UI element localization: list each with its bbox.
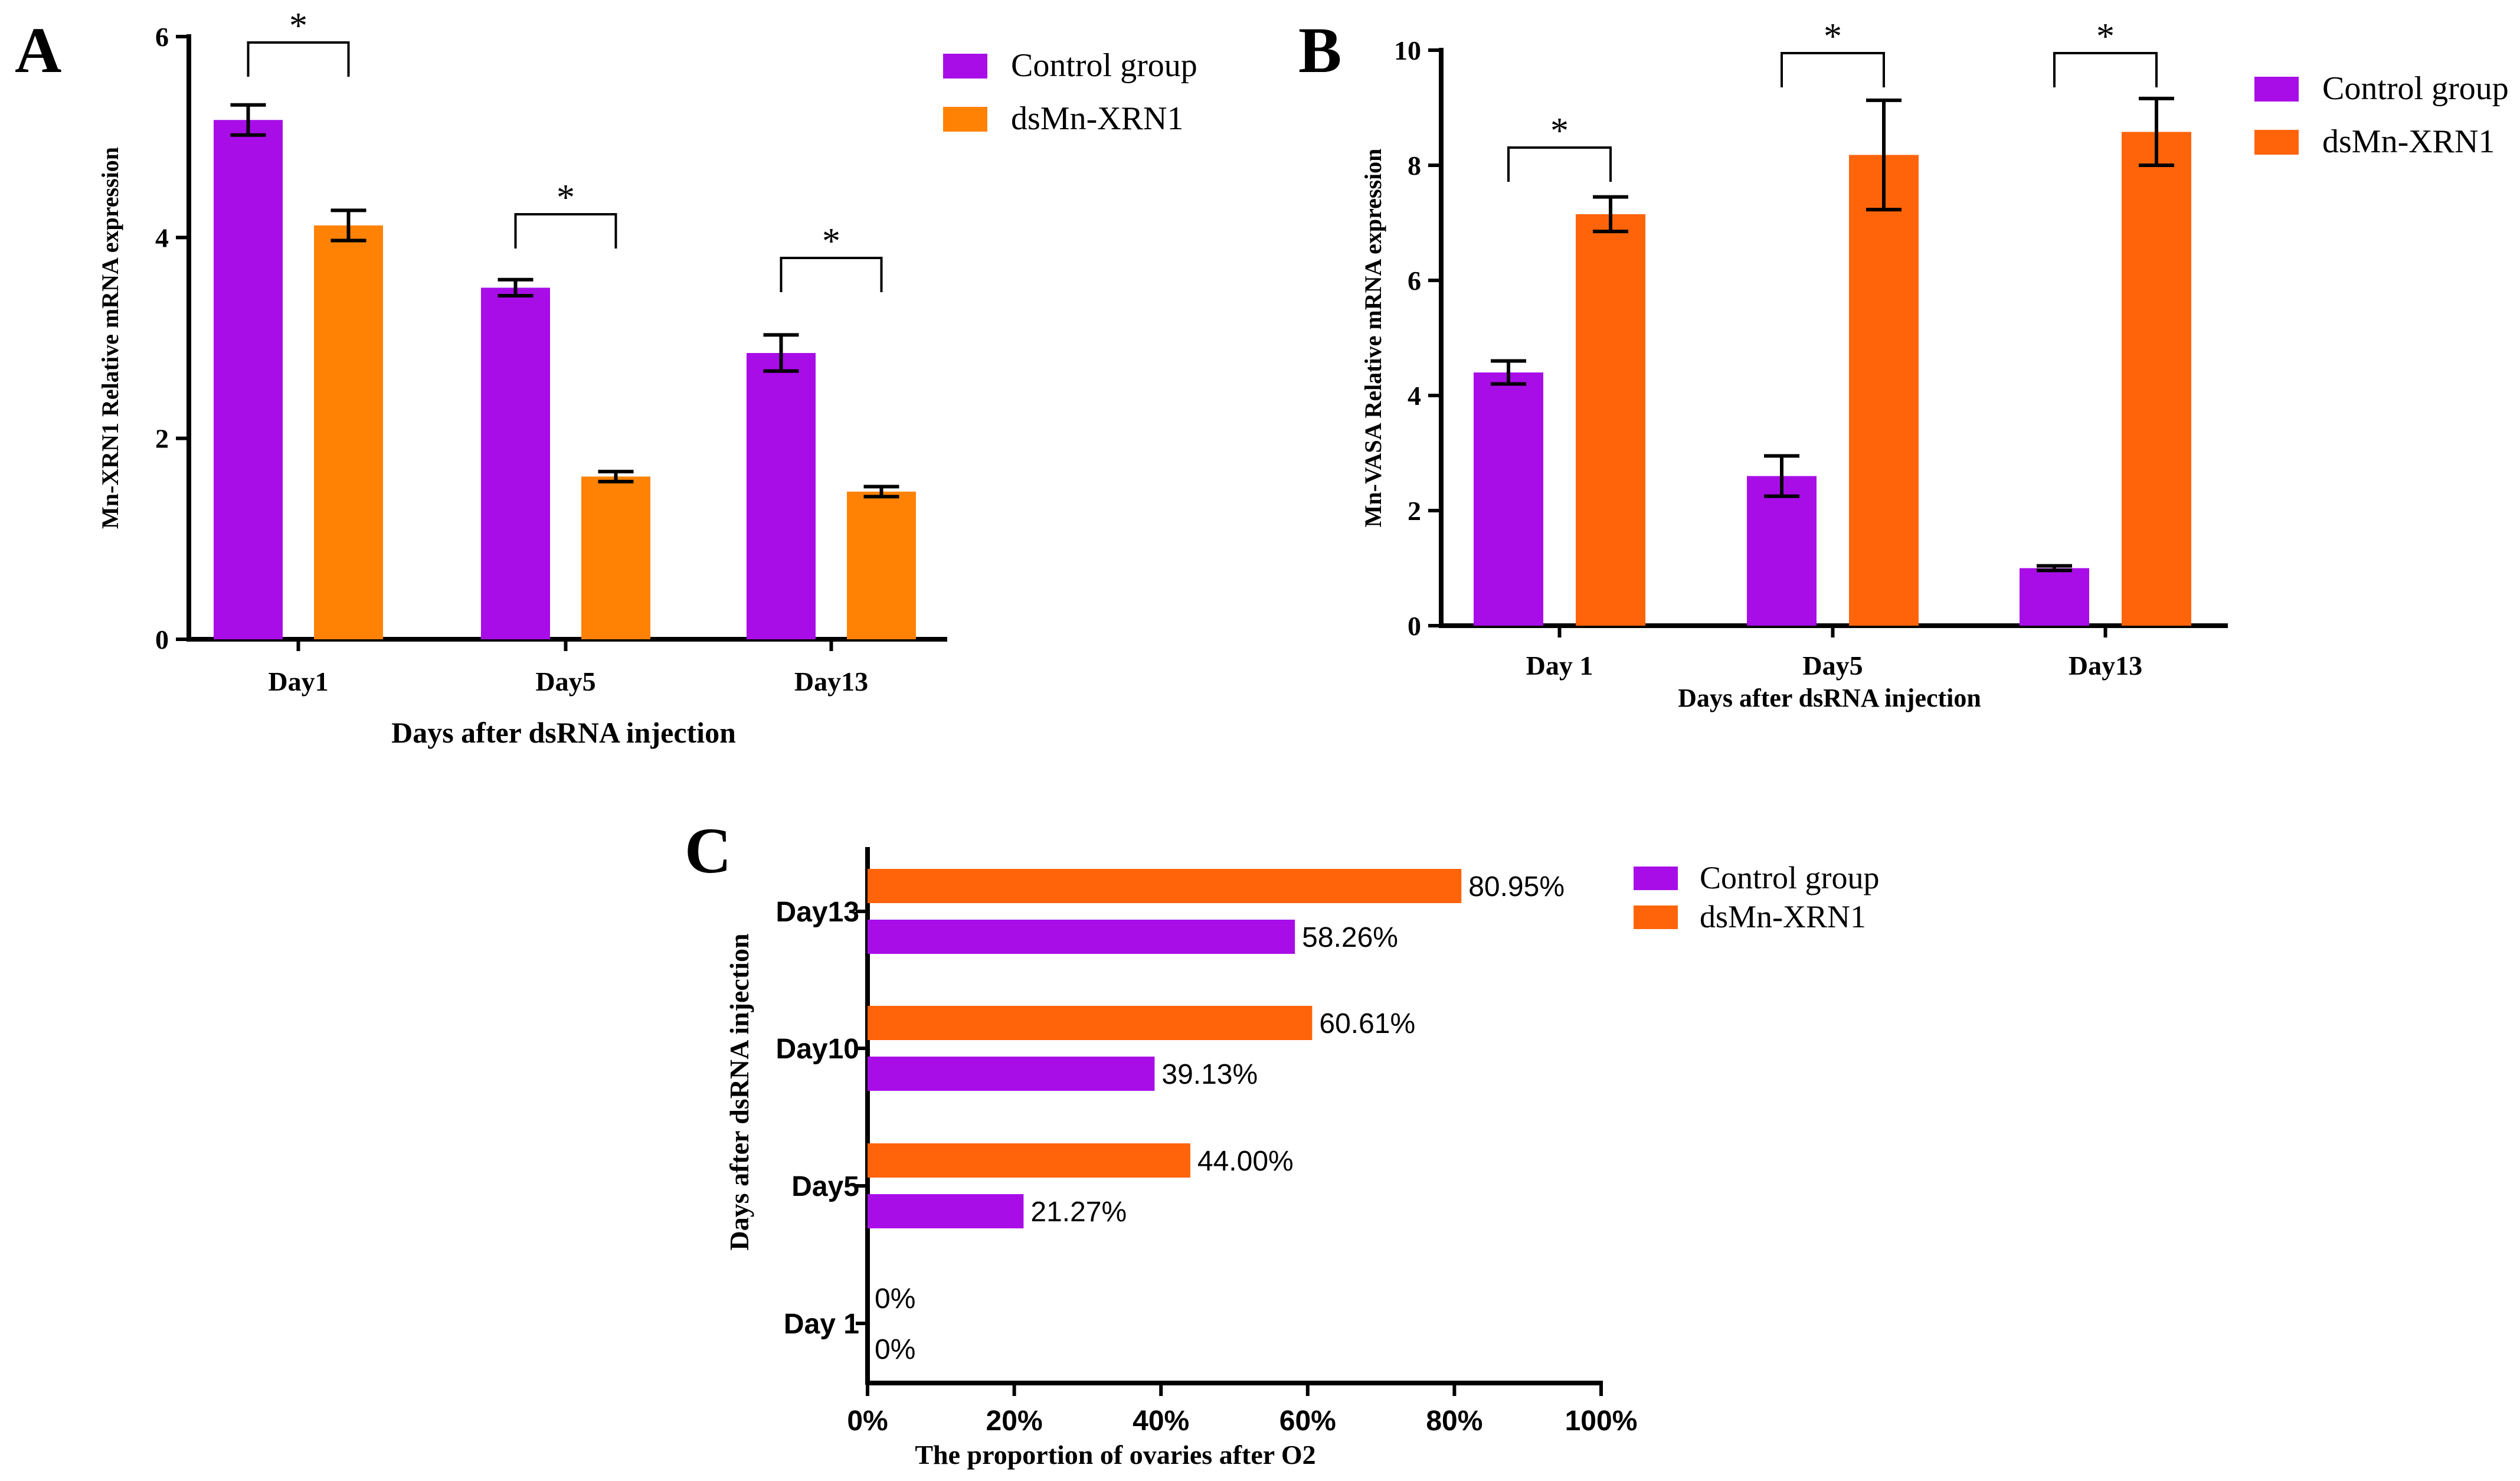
legend-label: Control group	[1011, 47, 1197, 84]
y-axis-title: Days after dsRNA injection	[724, 933, 754, 1250]
significance-star: *	[289, 6, 307, 46]
y-tick-label: Day10	[776, 1034, 859, 1065]
x-axis-title: The proportion of ovaries after O2	[915, 1440, 1315, 1470]
y-tick-label: 4	[1408, 381, 1421, 411]
significance-bracket	[514, 213, 617, 249]
y-tick-label: 0	[155, 625, 169, 655]
y-tick-label: Day5	[791, 1171, 859, 1202]
y-tick-label: 10	[1394, 35, 1421, 66]
significance-bracket	[1507, 146, 1612, 182]
legend-swatch	[943, 54, 987, 79]
significance-star: *	[557, 178, 575, 218]
data-label: 39.13%	[1161, 1059, 1258, 1090]
legend-swatch	[943, 107, 987, 132]
significance-star: *	[1550, 111, 1569, 151]
legend-label: dsMn-XRN1	[1011, 100, 1183, 137]
bar	[1576, 214, 1645, 626]
bar	[868, 920, 1295, 954]
y-axis-title: Mn-XRN1 Relative mRNA expression	[97, 147, 123, 529]
bar	[847, 491, 916, 639]
x-tick-label: 80%	[1426, 1405, 1482, 1437]
x-tick-label: Day13	[2069, 650, 2142, 681]
bar	[481, 287, 550, 640]
y-tick-label: 2	[1408, 496, 1421, 526]
y-tick-label: Day13	[776, 897, 859, 928]
x-tick-label: Day1	[268, 666, 328, 697]
x-tick-label: Day13	[794, 666, 868, 697]
x-axis-title: Days after dsRNA injection	[1678, 684, 1981, 712]
significance-bracket	[2053, 52, 2158, 87]
legend-swatch	[1634, 867, 1678, 890]
x-tick-label: 60%	[1279, 1405, 1336, 1437]
x-tick-label: Day5	[1802, 650, 1863, 681]
y-tick-label: Day 1	[784, 1309, 859, 1340]
bar	[314, 225, 383, 639]
bar	[868, 1143, 1190, 1178]
y-axis-title: Mn-VASA Relative mRNA expression	[1360, 149, 1386, 528]
data-label: 44.00%	[1197, 1146, 1294, 1177]
bar	[868, 1006, 1313, 1040]
data-label: 58.26%	[1302, 922, 1398, 953]
bar	[581, 476, 650, 639]
y-tick-label: 2	[155, 424, 169, 454]
bar	[2020, 568, 2089, 626]
legend-swatch	[2254, 77, 2299, 102]
data-label: 0%	[875, 1283, 915, 1315]
x-tick-label: 0%	[847, 1405, 888, 1437]
data-label: 80.95%	[1468, 871, 1565, 903]
x-axis-title: Days after dsRNA injection	[391, 716, 736, 749]
significance-bracket	[1781, 52, 1885, 87]
panel-letter: A	[15, 14, 61, 86]
bar	[1747, 476, 1817, 626]
bar	[214, 120, 283, 639]
y-tick-label: 6	[1408, 266, 1421, 296]
legend-label: dsMn-XRN1	[1700, 899, 1866, 934]
bar	[868, 1057, 1155, 1091]
y-tick-label: 4	[155, 223, 169, 253]
legend-swatch	[2254, 130, 2299, 155]
legend-label: Control group	[1700, 860, 1880, 895]
legend-swatch	[1634, 905, 1678, 929]
bar	[747, 353, 816, 639]
data-label: 0%	[875, 1334, 915, 1365]
x-tick-label: Day 1	[1526, 650, 1593, 681]
y-tick-label: 6	[155, 22, 169, 52]
significance-star: *	[2096, 17, 2115, 57]
bar	[1474, 372, 1543, 626]
y-tick-label: 0	[1408, 611, 1421, 641]
significance-bracket	[247, 41, 350, 77]
x-tick-label: 100%	[1565, 1405, 1638, 1437]
bar	[868, 1194, 1024, 1228]
data-label: 21.27%	[1030, 1196, 1127, 1228]
significance-star: *	[822, 221, 840, 261]
bar	[868, 869, 1462, 903]
panel-letter: B	[1298, 14, 1341, 86]
x-tick-label: 20%	[986, 1405, 1043, 1437]
data-label: 60.61%	[1319, 1008, 1415, 1039]
legend-label: dsMn-XRN1	[2322, 123, 2495, 160]
y-tick-label: 8	[1408, 151, 1421, 181]
panel-letter: C	[685, 815, 731, 887]
x-tick-label: Day5	[535, 666, 595, 697]
bar	[1849, 155, 1919, 626]
bar	[2122, 132, 2191, 626]
legend-label: Control group	[2322, 70, 2509, 107]
significance-star: *	[1824, 17, 1842, 57]
significance-bracket	[780, 257, 883, 292]
x-tick-label: 40%	[1133, 1405, 1189, 1437]
